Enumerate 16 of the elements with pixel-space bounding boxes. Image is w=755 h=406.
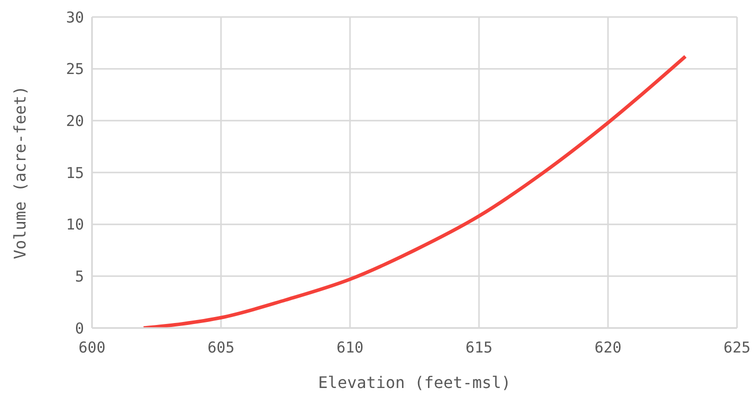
y-tick-label: 10	[66, 216, 84, 234]
x-tick-label: 610	[336, 338, 364, 357]
y-tick-label: 25	[66, 60, 84, 78]
x-tick-label: 600	[78, 338, 106, 357]
y-axis-title: Volume (acre-feet)	[10, 86, 30, 260]
line-series	[142, 54, 688, 328]
x-tick-label: 615	[465, 338, 493, 357]
y-tick-label: 5	[74, 267, 84, 286]
y-tick-label: 15	[66, 164, 84, 182]
x-tick-label: 620	[594, 338, 622, 357]
x-tick-label: 625	[723, 338, 751, 357]
x-axis-title: Elevation (feet-msl)	[318, 373, 511, 392]
x-tick-label: 605	[207, 338, 235, 357]
y-tick-label: 30	[66, 8, 84, 26]
y-tick-label: 0	[74, 319, 84, 338]
y-tick-label: 20	[66, 112, 84, 130]
